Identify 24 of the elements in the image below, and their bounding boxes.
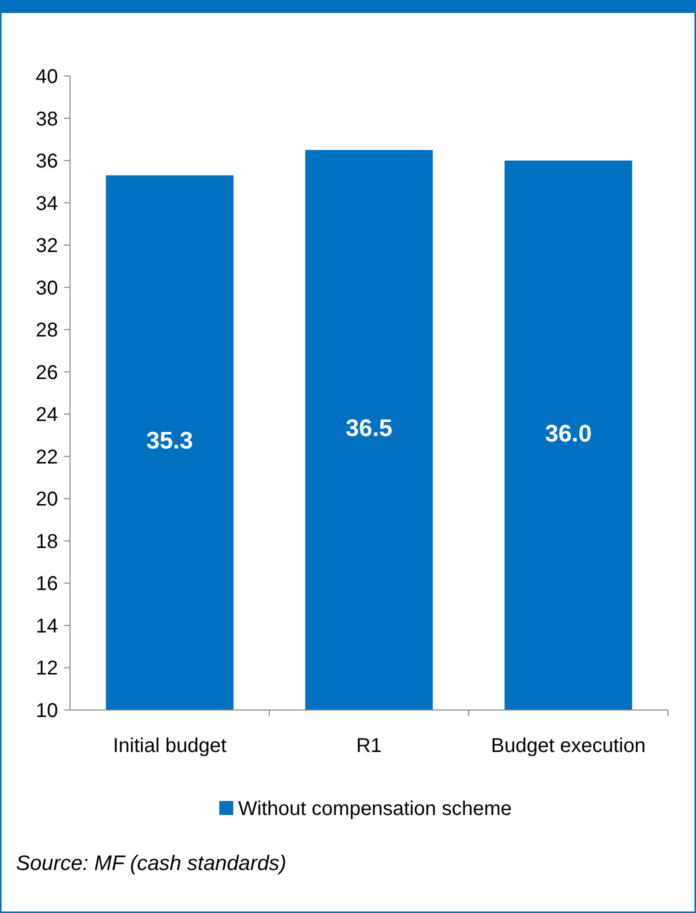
y-tick-label: 26 xyxy=(36,362,58,384)
y-tick-label: 24 xyxy=(36,404,58,426)
x-tick-label: Initial budget xyxy=(112,735,227,757)
y-tick-label: 38 xyxy=(36,108,58,130)
y-tick-label: 18 xyxy=(36,530,58,553)
y-tick-label: 22 xyxy=(36,446,58,468)
source-note: Source: MF (cash standards) xyxy=(16,852,286,875)
y-tick-label: 40 xyxy=(36,66,58,88)
x-tick-label: R1 xyxy=(356,735,382,757)
y-tick-label: 30 xyxy=(36,277,58,300)
y-tick-label: 10 xyxy=(36,700,58,722)
y-tick-label: 32 xyxy=(36,235,58,258)
data-label: 36.5 xyxy=(346,414,392,442)
y-tick-label: 14 xyxy=(36,615,58,638)
data-label: 35.3 xyxy=(146,428,194,455)
legend-label: Without compensation scheme xyxy=(238,798,512,820)
y-tick-label: 28 xyxy=(36,320,58,342)
x-tick-label: Budget execution xyxy=(491,735,646,757)
y-tick-label: 36 xyxy=(36,150,58,173)
data-label: 36.0 xyxy=(544,420,592,448)
y-tick-label: 34 xyxy=(36,192,58,215)
y-tick-label: 12 xyxy=(36,658,58,680)
y-tick-label: 16 xyxy=(36,573,58,596)
y-tick-label: 20 xyxy=(36,488,58,511)
